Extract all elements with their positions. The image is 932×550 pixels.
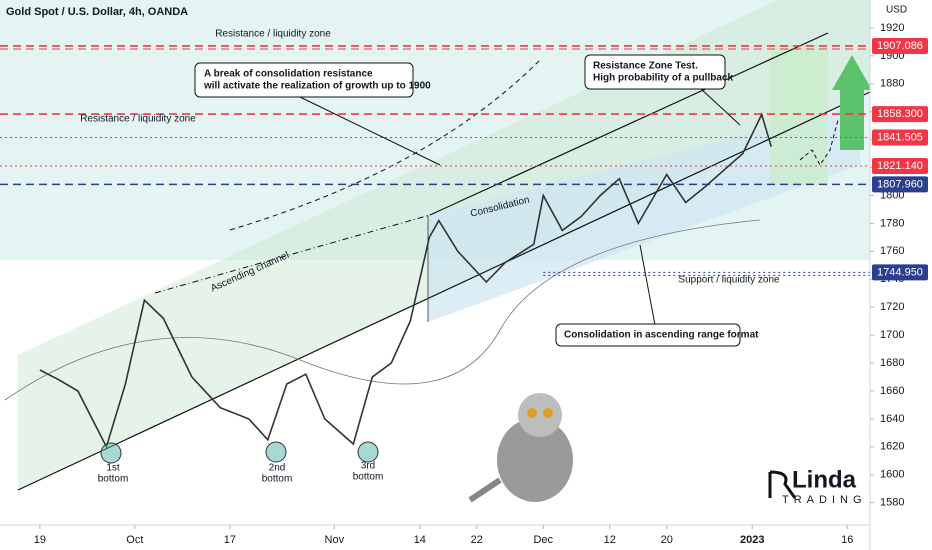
callout — [584, 54, 726, 90]
mascot-body — [497, 418, 573, 502]
x-tick-label: 2023 — [740, 534, 764, 546]
price-tag-label: 1907.086 — [877, 40, 923, 52]
chart-title: Gold Spot / U.S. Dollar, 4h, OANDA — [6, 6, 188, 18]
y-tick-label: 1880 — [880, 78, 904, 90]
price-tag — [872, 37, 928, 54]
projection — [229, 59, 541, 231]
x-tick-label: 20 — [661, 534, 673, 546]
y-tick-label: 1580 — [880, 497, 904, 509]
callout-pointer — [299, 96, 441, 166]
x-tick-label: Oct — [126, 534, 143, 546]
x-tick-label: 12 — [604, 534, 616, 546]
zone-label: Support / liquidity zone — [678, 275, 780, 286]
y-axis-label: USD — [886, 5, 907, 16]
channel-upper-dash — [154, 214, 431, 294]
x-tick-label: 14 — [414, 534, 426, 546]
bottom-label: bottom — [262, 474, 293, 485]
y-tick-label: 1760 — [880, 245, 904, 257]
y-tick-label: 1920 — [880, 22, 904, 34]
price-tag — [872, 106, 928, 123]
up-arrow — [832, 55, 872, 150]
price-tag-label: 1841.505 — [877, 131, 923, 143]
mascot-eye — [543, 408, 553, 418]
logo-mark — [768, 470, 797, 499]
price-tag — [872, 176, 928, 193]
bottom-label: 1st — [106, 463, 120, 474]
callout-text: Consolidation in ascending range format — [564, 330, 759, 341]
price-tag — [872, 157, 928, 174]
bottom-marker — [357, 441, 379, 463]
price-line — [39, 112, 772, 449]
mascot-eye — [527, 408, 537, 418]
y-tick-label: 1700 — [880, 329, 904, 341]
callout-pointer — [639, 244, 656, 326]
moving-average — [4, 219, 761, 401]
zone-label: Resistance / liquidity zone — [215, 29, 331, 40]
bottom-label: bottom — [353, 472, 384, 483]
callout-text: High probability of a pullback — [593, 73, 733, 84]
price-tag — [872, 264, 928, 281]
price-tag-label: 1807.960 — [877, 178, 923, 190]
callout-pointer — [699, 87, 741, 126]
y-tick-label: 1800 — [880, 189, 904, 201]
y-tick-label: 1620 — [880, 441, 904, 453]
price-tag — [872, 129, 928, 146]
bottom-marker — [100, 442, 122, 464]
bottom-label: bottom — [98, 474, 129, 485]
y-tick-label: 1640 — [880, 413, 904, 425]
mascot-head — [518, 393, 562, 437]
y-tick-label: 1600 — [880, 469, 904, 481]
logo-name: Linda — [792, 466, 857, 493]
y-tick-label: 1720 — [880, 301, 904, 313]
y-tick-label: 1660 — [880, 385, 904, 397]
mascot-arm — [468, 477, 502, 503]
x-tick-label: 19 — [34, 534, 46, 546]
bottom-label: 2nd — [269, 463, 286, 474]
x-tick-label: 22 — [471, 534, 483, 546]
y-tick-label: 1680 — [880, 357, 904, 369]
callout-text: A break of consolidation resistance — [204, 69, 373, 80]
callout — [555, 323, 741, 347]
y-tick-label: 1780 — [880, 217, 904, 229]
x-tick-label: Nov — [325, 534, 345, 546]
price-tag-label: 1821.140 — [877, 160, 923, 172]
channel-lower — [17, 91, 871, 491]
logo-sub: TRADING — [782, 494, 867, 506]
x-tick-label: 17 — [224, 534, 236, 546]
x-tick-label: Dec — [533, 534, 553, 546]
bottom-label: 3rd — [361, 461, 375, 472]
x-tick-label: 16 — [841, 534, 853, 546]
price-tag-label: 1744.950 — [877, 266, 923, 278]
pullback-path — [799, 119, 839, 166]
price-tag-label: 1858.300 — [877, 108, 923, 120]
callout-text: will activate the realization of growth … — [203, 81, 431, 92]
callout-text: Resistance Zone Test. — [593, 61, 698, 72]
bottom-marker — [265, 441, 287, 463]
callout — [194, 62, 414, 98]
mascot — [468, 393, 573, 503]
zone-label: Resistance / liquidity zone — [80, 114, 196, 125]
